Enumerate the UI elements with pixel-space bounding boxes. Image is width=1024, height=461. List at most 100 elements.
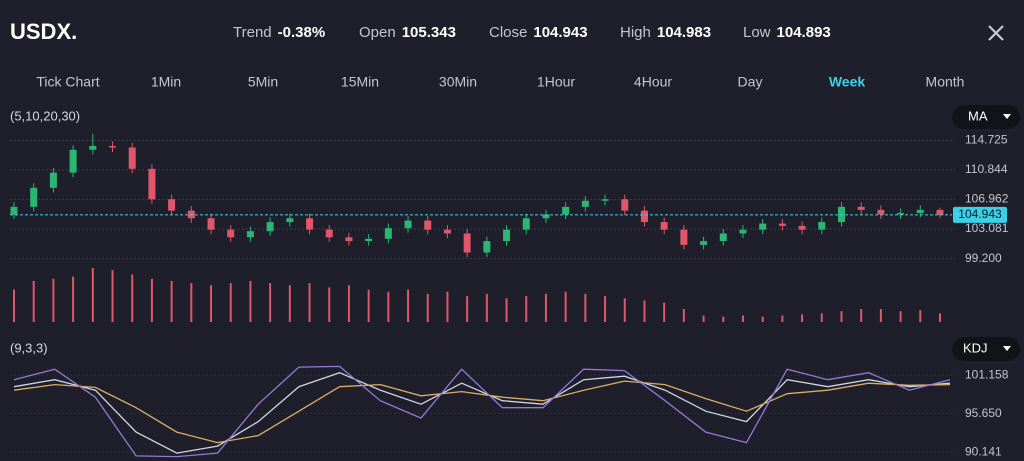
stat: Trend -0.38% — [233, 24, 325, 41]
volume-bar — [761, 316, 764, 322]
stat-value: 104.983 — [657, 24, 711, 41]
volume-bar — [229, 283, 232, 322]
volume-bar — [170, 280, 173, 322]
volume-bar — [150, 278, 153, 322]
kdj-tick-label: 90.141 — [965, 444, 1002, 458]
volume-bar — [466, 296, 469, 322]
candle-body — [286, 218, 294, 223]
volume-bar — [584, 293, 587, 322]
tab[interactable]: 1Hour — [537, 74, 575, 90]
price-tag-label: 104.943 — [958, 207, 1002, 221]
candle-body — [916, 209, 924, 213]
kdj-dropdown[interactable]: KDJ — [952, 337, 1020, 361]
candle-body — [345, 237, 353, 242]
volume-bar — [860, 309, 863, 322]
kdj-line — [13, 380, 951, 444]
candle-body — [306, 218, 314, 230]
stat-label: Low — [743, 24, 771, 41]
volume-bar — [505, 298, 508, 322]
stat-label: Open — [359, 24, 396, 41]
stat: Low 104.893 — [743, 24, 831, 41]
volume-bar — [919, 310, 922, 322]
tab[interactable]: Day — [738, 74, 763, 90]
price-tick-label: 106.962 — [965, 192, 1009, 206]
volume-bar — [308, 283, 311, 322]
volume-bar — [210, 285, 213, 322]
volume-bar — [702, 315, 705, 322]
tab[interactable]: 15Min — [341, 74, 379, 90]
volume-bar — [111, 270, 114, 322]
volume-bar — [939, 313, 941, 322]
volume-bar — [781, 315, 784, 322]
kdj-tick-label: 101.158 — [965, 367, 1009, 381]
tab[interactable]: Week — [829, 74, 866, 90]
volume-bar — [72, 276, 75, 322]
close-button[interactable] — [988, 25, 1004, 41]
ma-dropdown-label: MA — [968, 108, 988, 123]
stat-value: 105.343 — [402, 24, 456, 41]
candle-body — [128, 147, 136, 169]
volume-bar — [347, 285, 350, 322]
candle-body — [207, 218, 215, 230]
candle-body — [266, 222, 274, 232]
volume-bar — [367, 289, 370, 322]
tab[interactable]: 30Min — [439, 74, 477, 90]
stat: High 104.983 — [620, 24, 711, 41]
volume-bar — [525, 296, 528, 322]
candle-body — [719, 233, 727, 242]
stats: Trend -0.38% Open 105.343 Close 104.943 High 10… — [233, 24, 831, 41]
candle-body — [798, 225, 806, 230]
kdj-params: (9,3,3) — [10, 340, 48, 355]
tab[interactable]: Month — [926, 74, 965, 90]
price-tag — [953, 206, 1007, 223]
volume-bar — [663, 302, 666, 322]
candle-body — [621, 199, 629, 211]
stat-value: 104.943 — [533, 24, 587, 41]
stat: Close 104.943 — [489, 24, 588, 41]
tab[interactable]: 1Min — [151, 74, 181, 90]
candle-body — [818, 222, 826, 230]
candle-body — [877, 209, 885, 215]
volume-bar — [91, 268, 94, 322]
stat-label: Close — [489, 24, 527, 41]
candle-body — [10, 206, 18, 215]
candle-body — [384, 228, 392, 239]
candle-body — [739, 229, 747, 234]
candle-body — [463, 233, 471, 253]
kdj-line — [13, 365, 951, 458]
candle-body — [227, 229, 235, 238]
volume-bar — [32, 280, 35, 322]
candle-body — [443, 229, 451, 234]
volume-bar — [544, 293, 547, 322]
price-tick-label: 103.081 — [965, 221, 1009, 235]
volume-bar — [899, 311, 902, 322]
volume-bar — [407, 289, 410, 322]
volume-bar — [879, 309, 882, 322]
tab[interactable]: Tick Chart — [36, 74, 99, 90]
volume-bar — [722, 316, 725, 322]
ma-dropdown[interactable]: MA — [952, 105, 1020, 129]
stat-value: -0.38% — [278, 24, 326, 41]
volume-bar — [426, 293, 429, 322]
candle-body — [660, 222, 668, 230]
candle-body — [365, 238, 373, 242]
candle-body — [69, 149, 77, 173]
candle-body — [148, 168, 156, 200]
volume-bar — [13, 289, 15, 322]
candle-body — [404, 220, 412, 229]
tab[interactable]: 4Hour — [634, 74, 672, 90]
volume-bar — [643, 300, 646, 322]
candle-body — [640, 210, 648, 223]
candle-body — [936, 209, 944, 215]
volume-bar — [52, 278, 55, 322]
price-tick-label: 110.844 — [965, 162, 1008, 176]
candle-body — [168, 199, 176, 211]
tab[interactable]: 5Min — [248, 74, 278, 90]
volume-bar — [328, 287, 331, 322]
candle-body — [89, 145, 97, 150]
candle-body — [424, 220, 432, 230]
candle-body — [759, 223, 767, 230]
candle-body — [109, 145, 117, 148]
stat: Open 105.343 — [359, 24, 456, 41]
